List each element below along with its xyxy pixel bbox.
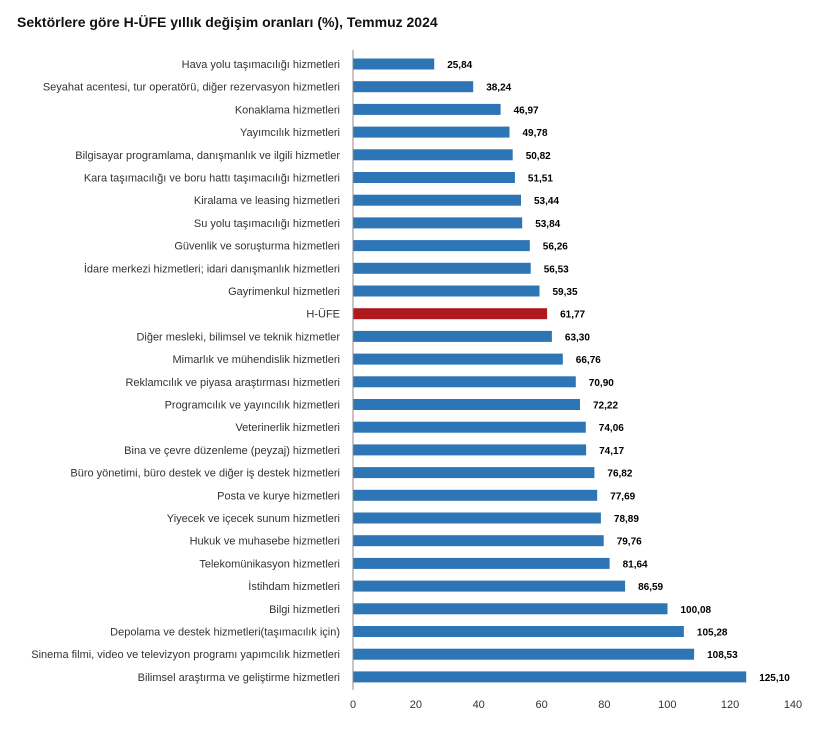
- category-label: Gayrimenkul hizmetleri: [228, 286, 340, 298]
- data-label: 53,84: [535, 219, 560, 230]
- data-label: 100,08: [681, 605, 712, 616]
- category-label: Posta ve kurye hizmetleri: [217, 490, 340, 502]
- x-tick-label: 100: [658, 699, 676, 711]
- bar: [353, 399, 580, 410]
- x-tick-label: 140: [784, 699, 802, 711]
- x-tick-label: 20: [410, 699, 422, 711]
- x-tick-label: 60: [535, 699, 547, 711]
- category-label: İdare merkezi hizmetleri; idari danışman…: [84, 262, 340, 275]
- bar: [353, 376, 576, 388]
- data-label: 70,90: [589, 378, 614, 389]
- chart-title: Sektörlere göre H-ÜFE yıllık değişim ora…: [17, 14, 438, 30]
- bars-layer: [353, 58, 747, 683]
- category-label: Yiyecek ve içecek sunum hizmetleri: [167, 513, 340, 525]
- category-label: Diğer mesleki, bilimsel ve teknik hizmet…: [136, 331, 340, 343]
- bar: [353, 149, 513, 161]
- x-axis-ticks-layer: 0 20 40 60 80 100 120 140: [350, 699, 802, 711]
- bar: [353, 240, 530, 252]
- category-label: Mimarlık ve mühendislik hizmetleri: [173, 354, 341, 366]
- data-label: 63,30: [565, 332, 590, 343]
- bar: [353, 557, 610, 569]
- data-label: 105,28: [697, 628, 728, 639]
- bar: [353, 194, 521, 206]
- data-label: 49,78: [523, 128, 548, 139]
- category-label: H-ÜFE: [306, 309, 340, 321]
- bar: [353, 467, 595, 479]
- category-label: Büro yönetimi, büro destek ve diğer iş d…: [70, 468, 340, 480]
- data-label: 72,22: [593, 401, 618, 412]
- data-label: 56,26: [543, 242, 568, 253]
- data-label: 56,53: [544, 264, 569, 275]
- bar: [353, 103, 501, 115]
- category-label: Hava yolu taşımacılığı hizmetleri: [182, 59, 340, 71]
- bar: [353, 58, 435, 70]
- category-label: Kara taşımacılığı ve boru hattı taşımacı…: [84, 173, 340, 185]
- category-label: Güvenlik ve soruşturma hizmetleri: [174, 241, 340, 253]
- data-label: 53,44: [534, 196, 559, 207]
- data-label: 79,76: [617, 537, 642, 548]
- data-label: 74,17: [599, 446, 624, 457]
- bar: [353, 217, 523, 229]
- bar: [353, 489, 598, 501]
- bar: [353, 81, 474, 93]
- x-tick-label: 80: [598, 699, 610, 711]
- x-tick-label: 40: [473, 699, 485, 711]
- bar: [353, 308, 548, 320]
- category-label: Depolama ve destek hizmetleri(taşımacılı…: [110, 627, 340, 639]
- x-tick-label: 120: [721, 699, 739, 711]
- category-label: Yayımcılık hizmetleri: [240, 127, 340, 139]
- bar: [353, 671, 747, 683]
- data-label: 76,82: [607, 469, 632, 480]
- data-label: 78,89: [614, 514, 639, 525]
- category-labels-layer: Hava yolu taşımacılığı hizmetleri Seyahat…: [31, 59, 340, 684]
- bar: [353, 648, 695, 660]
- bar: [353, 603, 668, 615]
- category-label: Kiralama ve leasing hizmetleri: [194, 195, 340, 207]
- category-label: Seyahat acentesi, tur operatörü, diğer r…: [43, 82, 340, 94]
- category-label: Bilgisayar programlama, danışmanlık ve i…: [75, 150, 340, 162]
- bar: [353, 353, 563, 365]
- data-label: 25,84: [447, 60, 472, 71]
- category-label: Programcılık ve yayıncılık hizmetleri: [165, 400, 340, 412]
- data-label: 125,10: [759, 673, 790, 684]
- category-label: Telekomünikasyon hizmetleri: [199, 558, 340, 570]
- bar: [353, 626, 684, 637]
- bar: [353, 330, 552, 342]
- bar: [353, 126, 510, 138]
- bar: [353, 262, 531, 274]
- data-label: 38,24: [486, 83, 511, 94]
- category-label: Veterinerlik hizmetleri: [235, 422, 340, 434]
- category-label: İstihdam hizmetleri: [248, 580, 340, 593]
- data-label: 50,82: [526, 151, 551, 162]
- data-label: 81,64: [623, 559, 648, 570]
- data-label: 74,06: [599, 423, 624, 434]
- data-label: 61,77: [560, 310, 585, 321]
- bar: [353, 535, 604, 547]
- data-label: 46,97: [514, 105, 539, 116]
- bar: [353, 172, 515, 183]
- bar: [353, 580, 626, 592]
- data-label: 51,51: [528, 174, 553, 185]
- bar: [353, 512, 601, 524]
- category-label: Bilgi hizmetleri: [269, 604, 340, 616]
- data-label: 77,69: [610, 491, 635, 502]
- category-label: Sinema filmi, video ve televizyon progra…: [31, 649, 340, 661]
- category-label: Bilimsel araştırma ve geliştirme hizmetl…: [138, 672, 340, 684]
- category-label: Bina ve çevre düzenleme (peyzaj) hizmetl…: [124, 445, 340, 457]
- x-tick-label: 0: [350, 699, 356, 711]
- category-label: Su yolu taşımacılığı hizmetleri: [194, 218, 340, 230]
- data-label: 86,59: [638, 582, 663, 593]
- category-label: Reklamcılık ve piyasa araştırması hizmet…: [125, 377, 340, 389]
- category-label: Hukuk ve muhasebe hizmetleri: [190, 536, 340, 548]
- category-label: Konaklama hizmetleri: [235, 104, 340, 116]
- data-label: 108,53: [707, 650, 738, 661]
- data-label: 59,35: [553, 287, 578, 298]
- bar: [353, 444, 587, 456]
- bar: [353, 421, 586, 433]
- bar: [353, 285, 540, 297]
- data-label: 66,76: [576, 355, 601, 366]
